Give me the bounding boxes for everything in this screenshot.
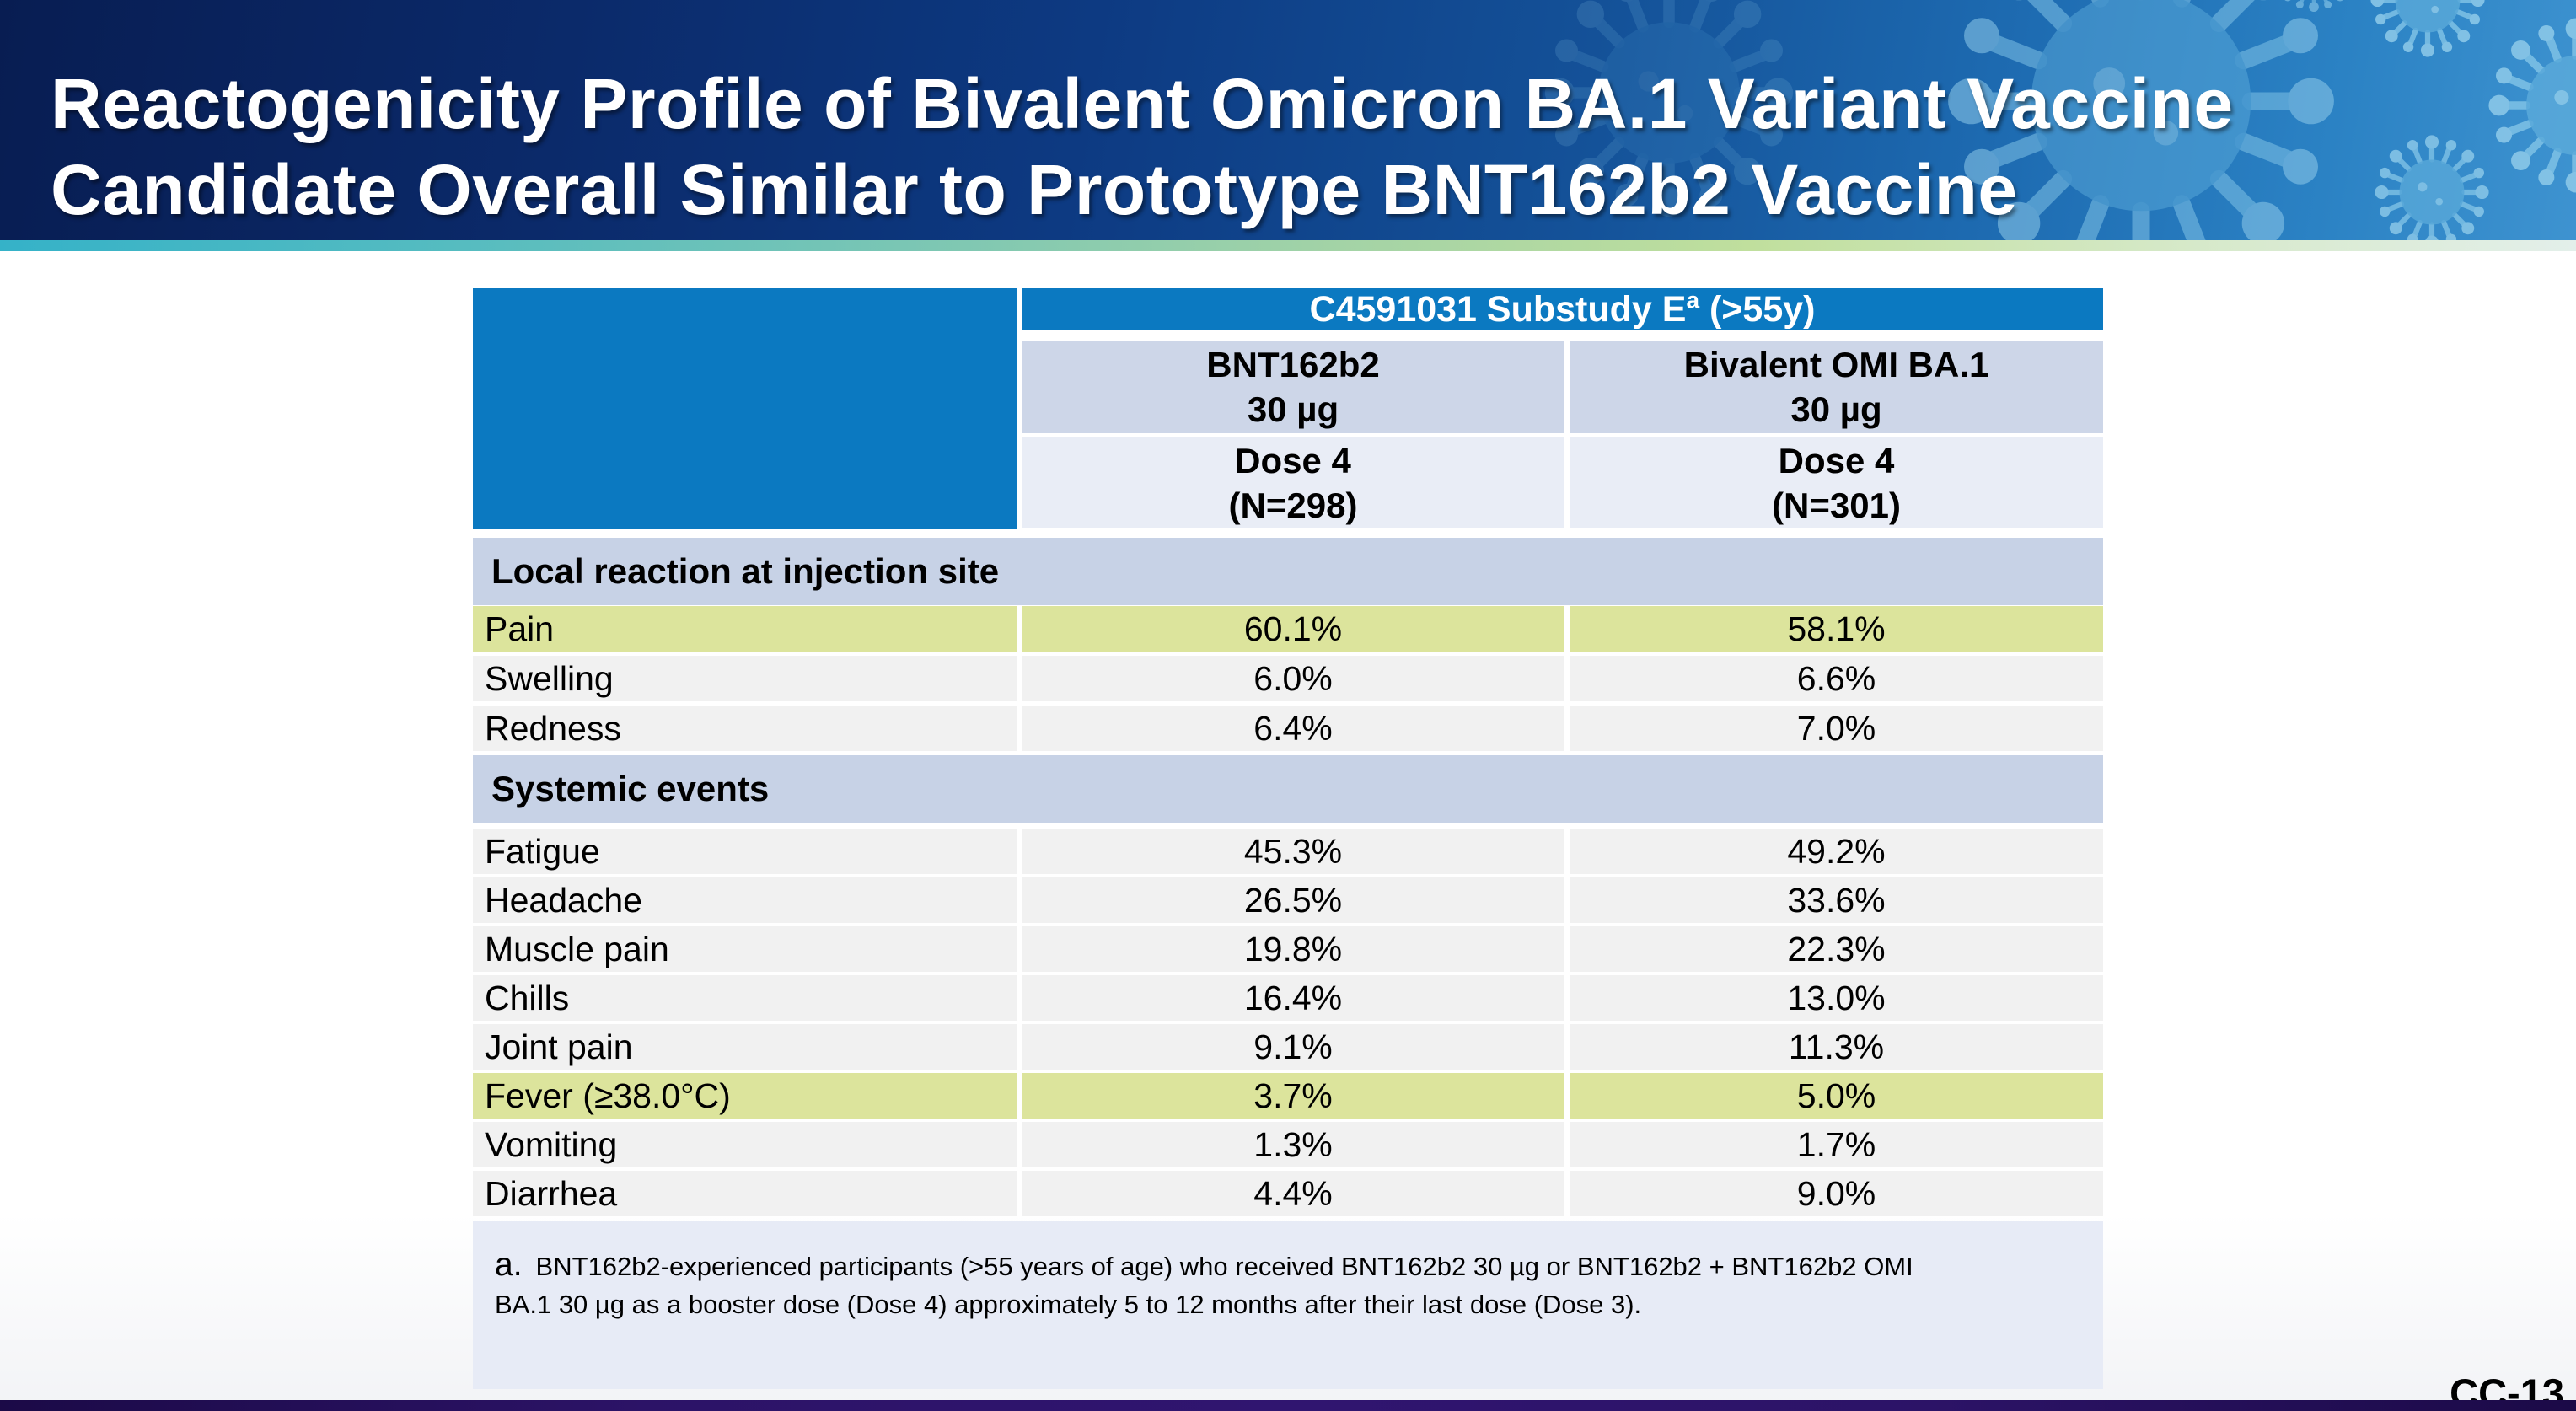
vaccine-dose: 30 µg xyxy=(1247,389,1339,429)
section-header-local-reactions: Local reaction at injection site xyxy=(473,538,2103,605)
table-row-fever: Fever (≥38.0°C) 3.7% 5.0% xyxy=(473,1073,2103,1119)
column-header-bivalent: Bivalent OMI BA.1 30 µg xyxy=(1570,341,2103,433)
row-label: Swelling xyxy=(473,656,1017,701)
row-label: Muscle pain xyxy=(473,926,1017,972)
vaccine-name: Bivalent OMI BA.1 xyxy=(1683,345,1989,384)
section-header-systemic-events: Systemic events xyxy=(473,755,2103,823)
table-row-fatigue: Fatigue 45.3% 49.2% xyxy=(473,829,2103,874)
row-value-bivalent: 49.2% xyxy=(1570,829,2103,874)
dose-number: Dose 4 xyxy=(1778,440,1895,480)
title-banner: Reactogenicity Profile of Bivalent Omicr… xyxy=(0,0,2576,240)
reactogenicity-table: C4591031 Substudy Ea (>55y) BNT162b2 30 … xyxy=(473,288,2103,1216)
slide-title-line1: Reactogenicity Profile of Bivalent Omicr… xyxy=(51,64,2234,143)
row-label: Redness xyxy=(473,706,1017,751)
row-value-bnt162b2: 19.8% xyxy=(1022,926,1564,972)
sample-size: (N=301) xyxy=(1772,485,1901,525)
dose-number: Dose 4 xyxy=(1235,440,1351,480)
table-row-diarrhea: Diarrhea 4.4% 9.0% xyxy=(473,1171,2103,1216)
study-header-tail: (>55y) xyxy=(1699,289,1816,330)
row-value-bnt162b2: 16.4% xyxy=(1022,975,1564,1021)
row-label: Fever (≥38.0°C) xyxy=(473,1073,1017,1119)
row-value-bivalent: 6.6% xyxy=(1570,656,2103,701)
row-value-bivalent: 33.6% xyxy=(1570,877,2103,923)
footnote: a. BNT162b2-experienced participants (>55… xyxy=(473,1221,2103,1389)
row-value-bivalent: 1.7% xyxy=(1570,1122,2103,1167)
row-value-bnt162b2: 60.1% xyxy=(1022,606,1564,652)
table-row-joint-pain: Joint pain 9.1% 11.3% xyxy=(473,1024,2103,1070)
column-header-bnt162b2: BNT162b2 30 µg xyxy=(1022,341,1564,433)
row-value-bnt162b2: 3.7% xyxy=(1022,1073,1564,1119)
row-label: Joint pain xyxy=(473,1024,1017,1070)
table-row-headache: Headache 26.5% 33.6% xyxy=(473,877,2103,923)
vaccine-dose: 30 µg xyxy=(1790,389,1882,429)
row-value-bnt162b2: 6.0% xyxy=(1022,656,1564,701)
dose-header-bnt162b2: Dose 4 (N=298) xyxy=(1022,437,1564,528)
row-value-bivalent: 13.0% xyxy=(1570,975,2103,1021)
table-row-muscle-pain: Muscle pain 19.8% 22.3% xyxy=(473,926,2103,972)
table-corner-block xyxy=(473,288,1017,529)
row-label: Headache xyxy=(473,877,1017,923)
dose-header-bivalent: Dose 4 (N=301) xyxy=(1570,437,2103,528)
accent-divider xyxy=(0,240,2576,251)
row-value-bivalent: 58.1% xyxy=(1570,606,2103,652)
study-header-footnote-marker: a xyxy=(1686,287,1700,314)
footnote-text: BNT162b2-experienced participants (>55 y… xyxy=(495,1252,1913,1319)
row-value-bivalent: 22.3% xyxy=(1570,926,2103,972)
slide-title-line2: Candidate Overall Similar to Prototype B… xyxy=(51,150,2018,229)
vaccine-name: BNT162b2 xyxy=(1206,345,1380,384)
row-value-bivalent: 7.0% xyxy=(1570,706,2103,751)
footnote-marker: a. xyxy=(495,1247,523,1283)
table-row-redness: Redness 6.4% 7.0% xyxy=(473,706,2103,751)
slide-title: Reactogenicity Profile of Bivalent Omicr… xyxy=(51,61,2234,233)
row-label: Fatigue xyxy=(473,829,1017,874)
row-value-bnt162b2: 45.3% xyxy=(1022,829,1564,874)
row-value-bnt162b2: 26.5% xyxy=(1022,877,1564,923)
row-value-bnt162b2: 4.4% xyxy=(1022,1171,1564,1216)
table-row-pain: Pain 60.1% 58.1% xyxy=(473,606,2103,652)
row-label: Diarrhea xyxy=(473,1171,1017,1216)
row-value-bivalent: 9.0% xyxy=(1570,1171,2103,1216)
table-row-vomiting: Vomiting 1.3% 1.7% xyxy=(473,1122,2103,1167)
row-label: Pain xyxy=(473,606,1017,652)
table-row-chills: Chills 16.4% 13.0% xyxy=(473,975,2103,1021)
study-header-main: C4591031 Substudy E xyxy=(1309,289,1687,330)
row-value-bnt162b2: 9.1% xyxy=(1022,1024,1564,1070)
row-value-bivalent: 5.0% xyxy=(1570,1073,2103,1119)
study-header: C4591031 Substudy Ea (>55y) xyxy=(1022,288,2103,330)
row-value-bnt162b2: 1.3% xyxy=(1022,1122,1564,1167)
row-value-bivalent: 11.3% xyxy=(1570,1024,2103,1070)
row-value-bnt162b2: 6.4% xyxy=(1022,706,1564,751)
sample-size: (N=298) xyxy=(1228,485,1358,525)
bottom-bar xyxy=(0,1400,2576,1411)
row-label: Vomiting xyxy=(473,1122,1017,1167)
row-label: Chills xyxy=(473,975,1017,1021)
table-row-swelling: Swelling 6.0% 6.6% xyxy=(473,656,2103,701)
